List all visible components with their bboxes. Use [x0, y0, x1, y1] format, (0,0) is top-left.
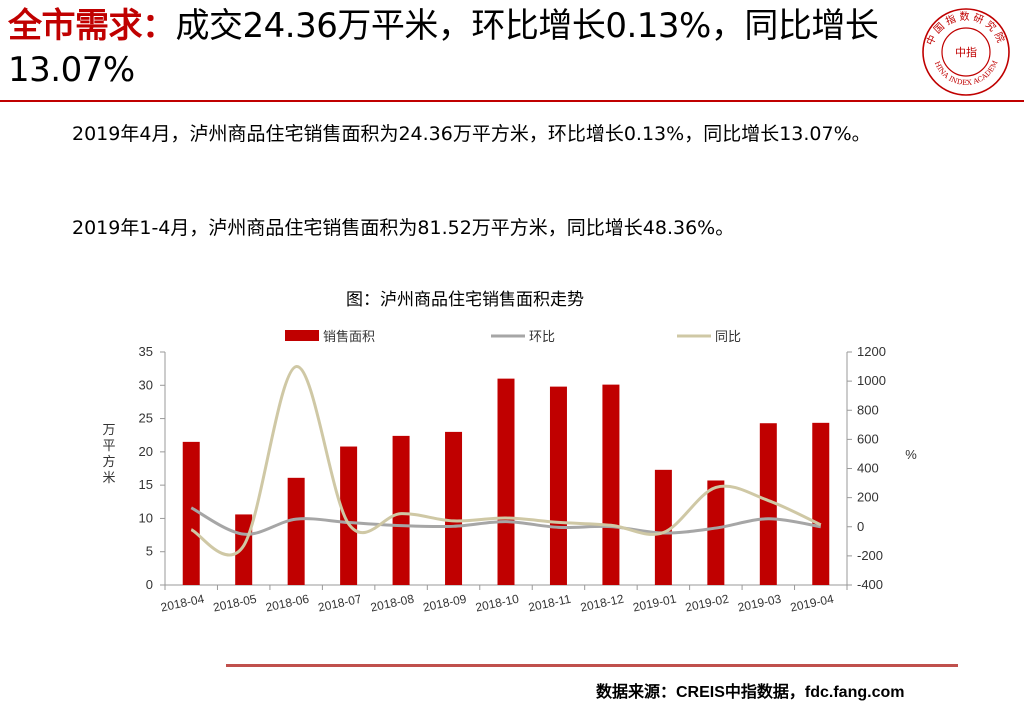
bar [340, 446, 358, 585]
y2-tick-label: 0 [857, 519, 864, 534]
chart-title: 图：泸州商品住宅销售面积走势 [346, 290, 584, 310]
x-tick-label: 2018-05 [212, 592, 258, 615]
x-tick-label: 2018-11 [527, 592, 572, 615]
data-source: 数据来源：CREIS中指数据，fdc.fang.com [596, 684, 905, 701]
title-divider [0, 100, 1024, 102]
y-tick-label: 0 [146, 577, 153, 592]
y2-tick-label: -400 [857, 577, 883, 592]
x-tick-label: 2018-09 [422, 592, 468, 615]
bar [812, 422, 830, 585]
y-tick-label: 30 [139, 377, 153, 392]
summary-paragraph-april: 2019年4月，泸州商品住宅销售面积为24.36万平方米，环比增长0.13%，同… [72, 123, 871, 145]
legend-swatch-0 [285, 330, 319, 341]
x-tick-label: 2019-03 [736, 592, 782, 615]
summary-paragraph-jan-apr: 2019年1-4月，泸州商品住宅销售面积为81.52万平方米，同比增长48.36… [72, 217, 735, 239]
y2-tick-label: 800 [857, 402, 879, 417]
x-tick-label: 2018-04 [159, 592, 205, 615]
y2-tick-label: -200 [857, 548, 883, 563]
legend-label-2: 同比 [715, 330, 741, 345]
y2-tick-label: 1200 [857, 344, 886, 359]
x-tick-label: 2019-02 [684, 592, 730, 615]
y2-axis-label: % [905, 447, 917, 462]
y2-tick-label: 200 [857, 490, 879, 505]
logo-center-text: 中指 [955, 45, 977, 59]
bar [182, 441, 200, 585]
y2-tick-label: 1000 [857, 373, 886, 388]
page-title: 全市需求：成交24.36万平米，环比增长0.13%，同比增长13.07% [8, 4, 908, 92]
x-tick-label: 2018-08 [369, 592, 415, 615]
y-axis-label: 万平方米 [102, 423, 115, 486]
y-tick-label: 35 [139, 344, 153, 359]
x-tick-label: 2018-12 [579, 592, 625, 615]
y-tick-label: 10 [139, 510, 153, 525]
y2-tick-label: 400 [857, 461, 879, 476]
bar [654, 469, 672, 585]
bar [549, 386, 567, 585]
footer-divider [226, 664, 958, 667]
svg-text:中国指数研究院: 中国指数研究院 [923, 10, 1009, 47]
x-tick-label: 2018-10 [474, 592, 520, 615]
y-tick-label: 25 [139, 411, 153, 426]
bar [602, 384, 620, 585]
y-tick-label: 20 [139, 444, 153, 459]
title-colon: ： [142, 6, 176, 46]
x-tick-label: 2019-04 [789, 592, 835, 615]
legend-label-1: 环比 [529, 330, 555, 345]
china-index-academy-seal-icon: 中国指数研究院 CHINA INDEX ACADEMY 中指 [915, 0, 1014, 96]
logo-ring-text: 中国指数研究院 [923, 10, 1006, 47]
bar [445, 431, 463, 585]
bar [392, 435, 410, 585]
y-tick-label: 15 [139, 477, 153, 492]
bar [287, 477, 305, 585]
series-line-mom [190, 506, 822, 536]
title-keyword: 全市需求 [8, 6, 143, 46]
title-text: 成交24.36万平米，环比增长0.13%，同比增长13.07% [8, 6, 879, 90]
sales-area-chart: 图：泸州商品住宅销售面积走势销售面积 环比 同比 0 5 10 15 20 25 30 35 -400… [95, 284, 935, 629]
bar [497, 378, 515, 585]
bar [707, 480, 725, 585]
bar [759, 423, 777, 585]
x-tick-label: 2018-07 [317, 592, 363, 615]
x-tick-label: 2018-06 [264, 592, 310, 615]
y2-tick-label: 600 [857, 431, 879, 446]
series-line-yoy [190, 365, 822, 557]
legend-label-0: 销售面积 [323, 329, 375, 345]
x-tick-label: 2019-01 [632, 592, 678, 615]
y-tick-label: 5 [146, 544, 153, 559]
bar [235, 514, 253, 585]
